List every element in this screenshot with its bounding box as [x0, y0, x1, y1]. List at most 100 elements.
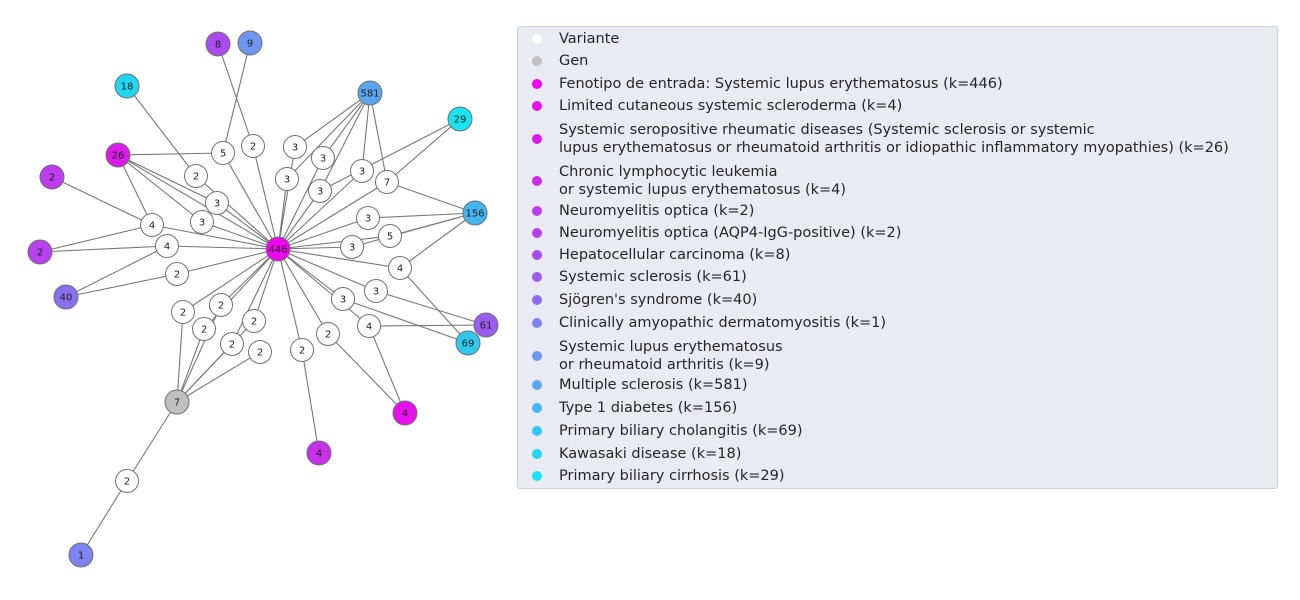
node-circle	[205, 191, 229, 215]
node-circle	[211, 141, 235, 165]
variant-node: 3	[283, 135, 307, 159]
node-circle	[388, 256, 412, 280]
node-label: 3	[320, 154, 326, 165]
graph-edge	[39, 224, 153, 253]
gene-node: 7	[164, 389, 190, 415]
variant-node: 3	[190, 210, 214, 234]
node-circle	[115, 469, 139, 493]
graph-edge	[176, 328, 205, 403]
node-circle	[306, 440, 332, 466]
legend-label: Primary biliary cirrhosis (k=29)	[559, 468, 785, 484]
node-label: 3	[292, 143, 298, 154]
legend-label: Fenotipo de entrada: Systemic lupus eryt…	[559, 76, 1003, 92]
legend-swatch	[532, 250, 542, 260]
node-circle	[350, 159, 374, 183]
node-circle	[190, 210, 214, 234]
phenotype-node: 4	[392, 400, 418, 426]
node-label: 7	[384, 178, 390, 189]
graph-edge	[277, 235, 391, 250]
phenotype-node: 581	[357, 80, 383, 106]
graph-edge	[277, 248, 401, 269]
graph-edge	[253, 248, 279, 322]
node-label: 61	[480, 321, 493, 332]
legend-swatch	[532, 351, 542, 361]
node-circle	[357, 314, 381, 338]
variant-node: 4	[388, 256, 412, 280]
graph-edge	[367, 212, 476, 219]
graph-edge	[176, 304, 222, 403]
legend-label: Chronic lymphocytic leukemia or systemic…	[559, 164, 847, 198]
variant-node: 3	[308, 179, 332, 203]
graph-edge	[277, 248, 329, 335]
node-circle	[331, 287, 355, 311]
node-label: 3	[365, 214, 371, 225]
node-circle	[192, 317, 216, 341]
legend-label: Type 1 diabetes (k=156)	[559, 400, 738, 416]
node-label: 2	[37, 248, 43, 259]
node-circle	[311, 146, 335, 170]
variant-node: 3	[311, 146, 335, 170]
legend-item: Systemic seropositive rheumatic diseases…	[532, 121, 1229, 157]
graph-edge	[322, 92, 371, 159]
node-label: 4	[402, 409, 408, 420]
node-circle	[205, 31, 231, 57]
node-circle	[283, 135, 307, 159]
node-circle	[237, 30, 263, 56]
node-circle	[114, 73, 140, 99]
legend-swatch	[532, 79, 542, 89]
node-circle	[462, 200, 488, 226]
legend-label: Multiple sclerosis (k=581)	[559, 377, 748, 393]
graph-edge	[176, 351, 261, 403]
node-label: 2	[201, 325, 207, 336]
node-label: 2	[193, 172, 199, 183]
phenotype-node: 2	[27, 239, 53, 265]
graph-edge	[182, 248, 279, 313]
graph-edge	[80, 480, 128, 556]
legend-swatch	[532, 56, 542, 66]
variant-node: 2	[290, 338, 314, 362]
node-circle	[375, 170, 399, 194]
graph-edge	[399, 267, 469, 344]
node-circle	[241, 134, 265, 158]
graph-edge	[319, 92, 371, 192]
graph-edge	[117, 154, 203, 223]
node-label: 3	[359, 167, 365, 178]
node-label: 2	[229, 340, 235, 351]
node-label: 69	[462, 339, 475, 350]
graph-edge	[195, 175, 279, 250]
variant-node: 3	[205, 191, 229, 215]
graph-edge	[319, 118, 461, 192]
node-label: 4	[397, 264, 403, 275]
phenotype-node: 18	[114, 73, 140, 99]
legend-label: Variante	[559, 31, 620, 47]
phenotype-node: 40	[53, 284, 79, 310]
node-circle	[392, 400, 418, 426]
node-label: 2	[257, 348, 263, 359]
legend-swatch	[532, 228, 542, 238]
graph-edge	[222, 152, 279, 250]
legend-label: Kawasaki disease (k=18)	[559, 446, 742, 462]
variant-node: 2	[184, 164, 208, 188]
node-label: 5	[220, 149, 226, 160]
graph-edge	[117, 154, 153, 226]
phenotype-node: 9	[237, 30, 263, 56]
legend-item: Multiple sclerosis (k=581)	[532, 376, 747, 394]
legend-swatch	[532, 176, 542, 186]
legend-item: Primary biliary cholangitis (k=69)	[532, 422, 803, 440]
variant-node: 2	[220, 332, 244, 356]
node-circle	[378, 224, 402, 248]
graph-edge	[201, 221, 279, 250]
graph-edge	[176, 248, 279, 275]
graph-edge	[65, 245, 168, 298]
node-circle	[220, 332, 244, 356]
variant-node: 2	[192, 317, 216, 341]
node-circle	[171, 300, 195, 324]
phenotype-node: 1	[68, 542, 94, 568]
node-label: 4	[316, 449, 322, 460]
phenotype-node: 156	[462, 200, 488, 226]
graph-edge	[39, 245, 168, 253]
graph-edge	[342, 298, 469, 344]
node-circle	[357, 80, 383, 106]
node-label: 40	[60, 293, 73, 304]
legend-item: Variante	[532, 30, 619, 48]
